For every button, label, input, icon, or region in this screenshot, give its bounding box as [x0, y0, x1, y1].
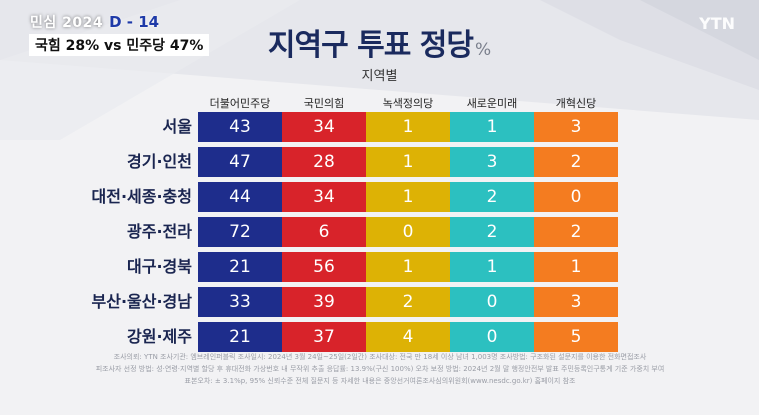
- value-cell: 2: [534, 147, 618, 177]
- row-label: 서울: [162, 117, 192, 136]
- value-cell: 44: [198, 182, 282, 212]
- value-cell: 1: [534, 252, 618, 282]
- column-header: 국민의힘: [303, 97, 345, 110]
- value-cell: 0: [450, 287, 534, 317]
- column-header: 새로운미래: [466, 97, 518, 110]
- value-cell: 2: [450, 217, 534, 247]
- value-cell: 3: [534, 287, 618, 317]
- row-label: 부산·울산·경남: [91, 292, 192, 311]
- column-header: 개혁신당: [555, 97, 597, 110]
- value-cell: 1: [450, 112, 534, 142]
- value-cell: 28: [282, 147, 366, 177]
- value-cell: 6: [282, 217, 366, 247]
- value-cell: 33: [198, 287, 282, 317]
- value-cell: 47: [198, 147, 282, 177]
- footnote-line: 조사의뢰: YTN 조사기관: 엠브레인퍼블릭 조사일시: 2024년 3월 2…: [113, 353, 647, 361]
- dday-counter: D - 14: [109, 13, 160, 31]
- value-cell: 0: [366, 217, 450, 247]
- value-cell: 72: [198, 217, 282, 247]
- value-cell: 37: [282, 322, 366, 352]
- value-cell: 3: [450, 147, 534, 177]
- value-cell: 2: [534, 217, 618, 247]
- value-cell: 0: [534, 182, 618, 212]
- value-cell: 21: [198, 322, 282, 352]
- chart-title: 지역구 투표 정당%: [0, 20, 759, 64]
- ytn-logo: YTN: [699, 14, 735, 33]
- row-label: 경기·인천: [127, 152, 192, 171]
- chart-title-unit: %: [474, 40, 492, 60]
- value-cell: 34: [282, 182, 366, 212]
- chart-title-main: 지역구 투표 정당: [267, 28, 474, 63]
- row-label: 광주·전라: [127, 222, 192, 241]
- value-cell: 5: [534, 322, 618, 352]
- chart-subtitle: 지역별: [361, 69, 398, 84]
- footnote-line: 표본오차: ± 3.1%p, 95% 신뢰수준 전체 질문지 등 자세한 내용은…: [184, 377, 576, 385]
- value-cell: 4: [366, 322, 450, 352]
- value-cell: 1: [366, 182, 450, 212]
- value-cell: 1: [366, 252, 450, 282]
- row-label: 대전·세종·충청: [91, 187, 192, 206]
- value-cell: 2: [450, 182, 534, 212]
- value-cell: 1: [366, 147, 450, 177]
- row-label: 대구·경북: [127, 257, 192, 276]
- value-cell: 1: [366, 112, 450, 142]
- value-cell: 0: [450, 322, 534, 352]
- value-cell: 39: [282, 287, 366, 317]
- column-header: 더불어민주당: [209, 97, 271, 110]
- value-cell: 34: [282, 112, 366, 142]
- value-cell: 1: [450, 252, 534, 282]
- value-cell: 21: [198, 252, 282, 282]
- program-badge: 민심 2024 D - 14: [30, 12, 159, 32]
- column-header: 녹색정의당: [382, 97, 434, 110]
- value-cell: 56: [282, 252, 366, 282]
- value-cell: 43: [198, 112, 282, 142]
- news-headline: 국힘 28% vs 민주당 47%: [29, 34, 210, 56]
- footnote-line: 피조사자 선정 방법: 성·연령·지역별 할당 후 휴대전화 가상번호 내 무작…: [95, 365, 665, 373]
- value-cell: 3: [534, 112, 618, 142]
- program-name: 민심 2024: [30, 15, 104, 31]
- value-cell: 2: [366, 287, 450, 317]
- row-label: 강원·제주: [127, 327, 192, 346]
